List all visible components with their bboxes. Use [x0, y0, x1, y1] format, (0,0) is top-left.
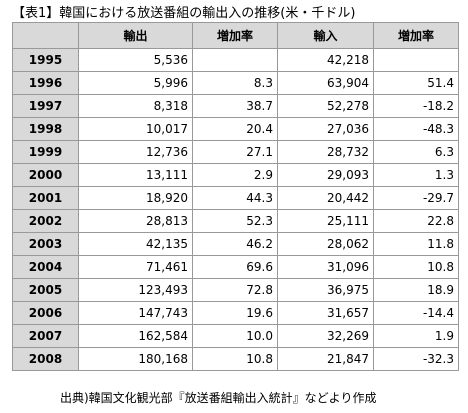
value-cell: -48.3 — [373, 117, 459, 141]
table-row: 1998 10,017 20.4 27,036 -48.3 — [12, 117, 459, 141]
value-cell: 180,168 — [78, 347, 193, 371]
value-cell: 147,743 — [78, 301, 193, 325]
value-cell: 28,732 — [277, 140, 374, 164]
table-title: 【表1】韓国における放送番組の輸出入の推移(米・千ドル) — [12, 6, 356, 21]
year-cell: 1997 — [12, 94, 79, 118]
value-cell: 27.1 — [192, 140, 278, 164]
value-cell: 2.9 — [192, 163, 278, 187]
table-row: 2005 123,493 72.8 36,975 18.9 — [12, 278, 459, 302]
table-row: 2001 18,920 44.3 20,442 -29.7 — [12, 186, 459, 210]
value-cell: 20,442 — [277, 186, 374, 210]
year-cell: 2003 — [12, 232, 79, 256]
value-cell: 13,111 — [78, 163, 193, 187]
year-cell: 2006 — [12, 301, 79, 325]
value-cell: 29,093 — [277, 163, 374, 187]
value-cell: 11.8 — [373, 232, 459, 256]
value-cell: 46.2 — [192, 232, 278, 256]
value-cell: 20.4 — [192, 117, 278, 141]
value-cell: 19.6 — [192, 301, 278, 325]
value-cell: 63,904 — [277, 71, 374, 95]
value-cell: 10,017 — [78, 117, 193, 141]
year-cell: 1996 — [12, 71, 79, 95]
value-cell: 5,996 — [78, 71, 193, 95]
value-cell: 71,461 — [78, 255, 193, 279]
table-row: 1997 8,318 38.7 52,278 -18.2 — [12, 94, 459, 118]
value-cell — [373, 48, 459, 72]
value-cell: -29.7 — [373, 186, 459, 210]
year-cell: 2008 — [12, 347, 79, 371]
value-cell: 32,269 — [277, 324, 374, 348]
value-cell: 18,920 — [78, 186, 193, 210]
value-cell: 6.3 — [373, 140, 459, 164]
value-cell: 27,036 — [277, 117, 374, 141]
table-row: 2007 162,584 10.0 32,269 1.9 — [12, 324, 459, 348]
table-row: 2006 147,743 19.6 31,657 -14.4 — [12, 301, 459, 325]
value-cell: 52.3 — [192, 209, 278, 233]
table-row: 2004 71,461 69.6 31,096 10.8 — [12, 255, 459, 279]
value-cell: 25,111 — [277, 209, 374, 233]
table-body: 1995 5,536 42,218 1996 5,996 8.3 63,904 51.4 199… — [12, 48, 459, 371]
table-row: 2008 180,168 10.8 21,847 -32.3 — [12, 347, 459, 371]
value-cell: 18.9 — [373, 278, 459, 302]
value-cell: 5,536 — [78, 48, 193, 72]
value-cell: 42,218 — [277, 48, 374, 72]
value-cell: 31,096 — [277, 255, 374, 279]
table-row: 2003 42,135 46.2 28,062 11.8 — [12, 232, 459, 256]
value-cell: 21,847 — [277, 347, 374, 371]
year-cell: 1999 — [12, 140, 79, 164]
year-cell: 2001 — [12, 186, 79, 210]
source-note: 出典)韓国文化観光部『放送番組輸出入統計』などより作成 — [60, 391, 377, 405]
value-cell: 69.6 — [192, 255, 278, 279]
value-cell: 72.8 — [192, 278, 278, 302]
header-cell: 増加率 — [373, 22, 459, 49]
value-cell: 22.8 — [373, 209, 459, 233]
value-cell: 10.8 — [373, 255, 459, 279]
year-cell: 2007 — [12, 324, 79, 348]
year-cell: 2005 — [12, 278, 79, 302]
value-cell: -14.4 — [373, 301, 459, 325]
value-cell: -32.3 — [373, 347, 459, 371]
value-cell: 1.9 — [373, 324, 459, 348]
year-cell: 1995 — [12, 48, 79, 72]
year-cell: 2002 — [12, 209, 79, 233]
header-cell — [12, 22, 79, 49]
value-cell: 51.4 — [373, 71, 459, 95]
value-cell: 42,135 — [78, 232, 193, 256]
value-cell: 8.3 — [192, 71, 278, 95]
value-cell: 52,278 — [277, 94, 374, 118]
value-cell — [192, 48, 278, 72]
table-row: 1999 12,736 27.1 28,732 6.3 — [12, 140, 459, 164]
value-cell: 8,318 — [78, 94, 193, 118]
value-cell: 12,736 — [78, 140, 193, 164]
header-row: 輸出 増加率 輸入 増加率 — [12, 22, 459, 49]
data-table: 輸出 増加率 輸入 増加率 1995 5,536 42,218 1996 5,996 8.3 63… — [12, 22, 459, 371]
value-cell: 44.3 — [192, 186, 278, 210]
value-cell: -18.2 — [373, 94, 459, 118]
value-cell: 36,975 — [277, 278, 374, 302]
value-cell: 31,657 — [277, 301, 374, 325]
year-cell: 1998 — [12, 117, 79, 141]
value-cell: 1.3 — [373, 163, 459, 187]
header-cell: 輸入 — [277, 22, 374, 49]
value-cell: 10.8 — [192, 347, 278, 371]
table-row: 2000 13,111 2.9 29,093 1.3 — [12, 163, 459, 187]
value-cell: 123,493 — [78, 278, 193, 302]
header-cell: 増加率 — [192, 22, 278, 49]
table-row: 2002 28,813 52.3 25,111 22.8 — [12, 209, 459, 233]
value-cell: 28,813 — [78, 209, 193, 233]
header-cell: 輸出 — [78, 22, 193, 49]
value-cell: 38.7 — [192, 94, 278, 118]
value-cell: 28,062 — [277, 232, 374, 256]
year-cell: 2000 — [12, 163, 79, 187]
table-row: 1996 5,996 8.3 63,904 51.4 — [12, 71, 459, 95]
table-row: 1995 5,536 42,218 — [12, 48, 459, 72]
value-cell: 162,584 — [78, 324, 193, 348]
value-cell: 10.0 — [192, 324, 278, 348]
year-cell: 2004 — [12, 255, 79, 279]
